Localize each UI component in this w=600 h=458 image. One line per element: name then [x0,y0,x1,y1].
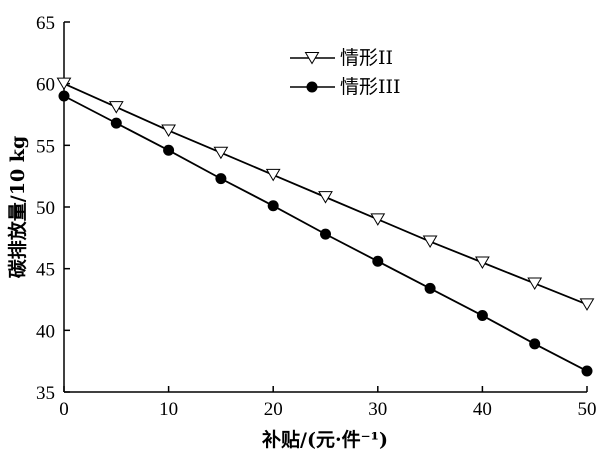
data-point-triangle [370,213,386,226]
series-layer [56,77,595,377]
data-point-circle [58,90,70,102]
data-point-circle [476,310,488,322]
data-point-circle [320,228,331,240]
y-ticks: 35 40 45 50 55 60 65 [36,13,70,404]
x-tick-label: 10 [159,399,178,420]
legend-marker-circle [306,81,318,93]
series-3 [58,90,593,377]
y-tick-label: 65 [36,13,55,34]
x-tick-label: 20 [264,399,283,420]
data-point-triangle [475,256,490,269]
x-tick-label: 0 [59,399,69,420]
data-point-triangle [56,77,72,91]
data-point-circle [529,338,541,350]
data-point-circle [267,200,279,212]
data-point-triangle [213,146,229,160]
data-point-triangle [422,235,438,249]
legend-item-series-2: 情形II [290,47,393,69]
y-tick-label: 40 [36,321,55,342]
x-tick-label: 50 [578,399,597,420]
data-point-circle [372,255,384,267]
y-tick-label: 60 [36,75,55,96]
data-point-circle [110,117,122,129]
y-tick-label: 45 [36,260,55,281]
y-tick-label: 35 [36,383,55,404]
axes [63,22,587,393]
data-point-circle [163,144,175,156]
y-tick-label: 50 [36,198,55,219]
data-point-triangle [265,168,281,182]
data-point-triangle [527,277,543,290]
x-tick-label: 40 [473,399,492,420]
series-2 [56,77,595,311]
legend: 情形II 情形III [290,47,401,98]
x-ticks: 0 10 20 30 40 50 [59,386,597,420]
legend-label-series-2: 情形II [340,47,393,69]
x-tick-label: 30 [368,399,387,420]
legend-label-series-3: 情形III [340,76,401,98]
x-axis-label: 补贴/(元·件⁻¹) [262,428,388,451]
data-point-triangle [579,298,595,311]
data-point-circle [215,173,227,185]
y-axis-label: 碳排放量/10 kg [6,136,29,278]
data-point-circle [424,282,436,294]
legend-marker-triangle [304,52,320,65]
y-tick-label: 55 [36,136,55,157]
data-point-triangle [318,191,333,204]
data-point-triangle [161,124,176,138]
data-point-circle [581,365,593,377]
legend-item-series-3: 情形III [290,76,401,98]
data-point-triangle [108,101,124,114]
